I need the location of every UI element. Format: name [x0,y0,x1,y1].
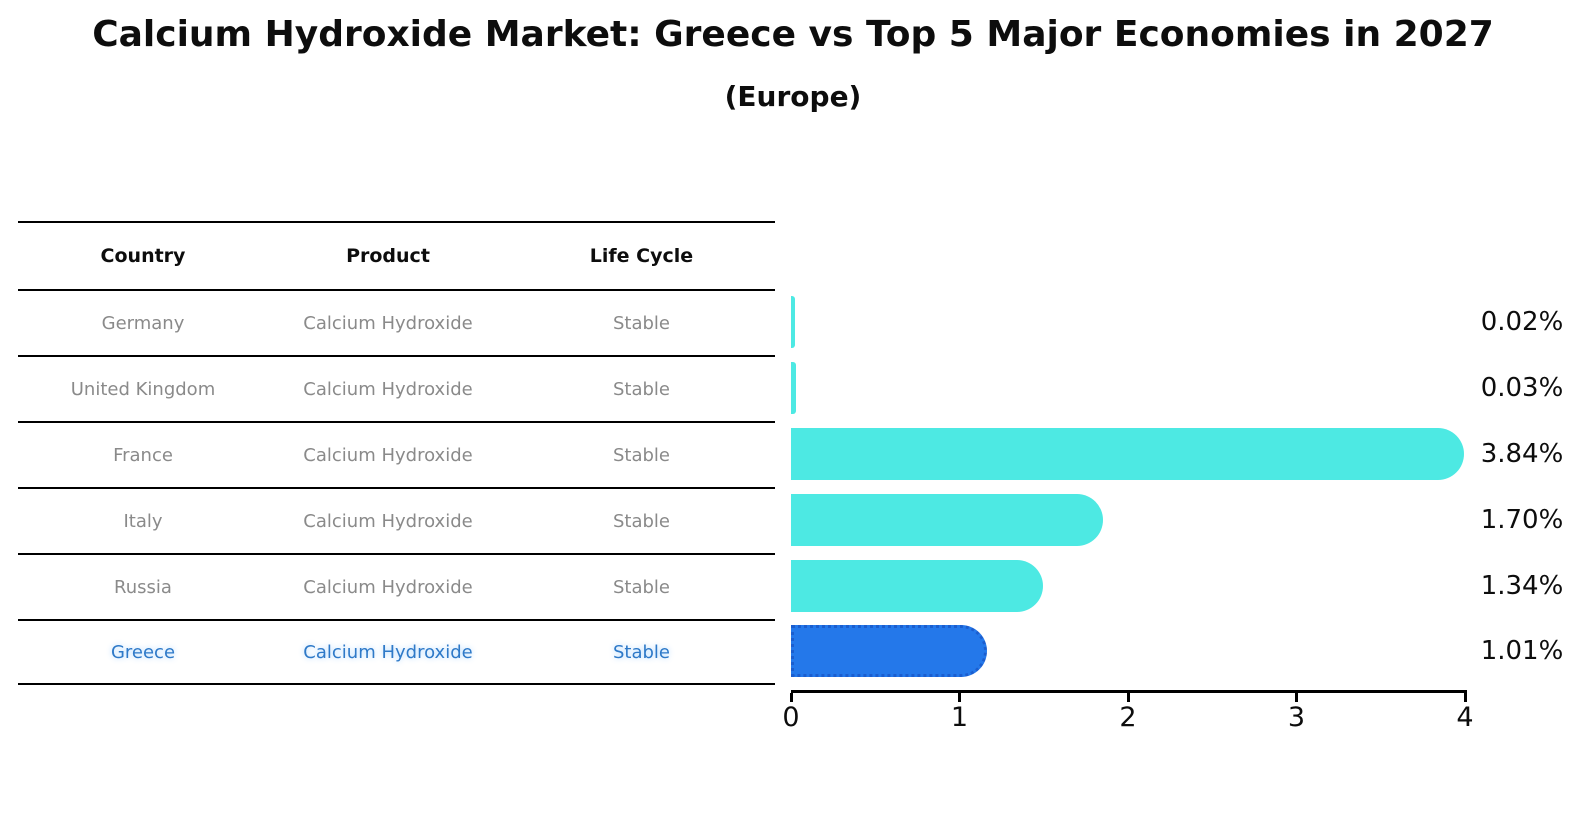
table-rule [18,221,775,223]
value-label: 1.34% [1480,571,1564,601]
cell-life-cycle: Stable [612,378,670,400]
table-rule [18,487,775,489]
cell-life-cycle: Stable [612,444,670,466]
table-rule [18,289,775,291]
cell-product: Calcium Hydroxide [303,576,473,598]
table-rule [18,421,775,423]
table-row: France Calcium Hydroxide Stable [18,423,775,487]
bar-france [791,428,1465,480]
x-axis-tick-label: 4 [1456,702,1474,733]
x-axis-tick-label: 2 [1119,702,1137,733]
x-axis-line [791,690,1467,693]
x-axis-tick-label: 3 [1287,702,1306,733]
table-rule [18,355,775,357]
value-label: 3.84% [1480,439,1564,469]
x-axis-tick-label: 0 [782,702,800,733]
table-rule [18,683,775,685]
x-axis-tick [1463,693,1467,702]
value-label: 0.03% [1480,373,1564,403]
x-axis-tick [1126,693,1130,702]
bar-italy [791,494,1104,546]
cell-life-cycle: Stable [612,641,670,663]
cell-product: Calcium Hydroxide [303,641,473,663]
cell-life-cycle: Stable [612,312,670,334]
cell-country: France [113,444,173,466]
column-header-product: Product [346,245,430,267]
table-rule [18,619,775,621]
table-row: United Kingdom Calcium Hydroxide Stable [18,357,775,421]
table-header-row: Country Product Life Cycle [18,223,775,289]
table-row: Italy Calcium Hydroxide Stable [18,489,775,553]
cell-product: Calcium Hydroxide [303,510,473,532]
bar-russia [791,560,1043,612]
chart-subtitle: (Europe) [724,80,862,113]
table-row: Russia Calcium Hydroxide Stable [18,555,775,619]
x-axis-tick [1295,693,1298,702]
column-header-life-cycle: Life Cycle [589,245,694,267]
x-axis-tick [958,693,961,702]
bar-germany [791,296,795,348]
cell-life-cycle: Stable [612,576,670,598]
bar-united-kingdom [791,362,797,414]
value-label: 0.02% [1480,307,1564,337]
value-label: 1.70% [1480,505,1564,535]
table-rule [18,553,775,555]
table-row-greece: Greece Calcium Hydroxide Stable [18,621,775,683]
chart-title: Calcium Hydroxide Market: Greece vs Top … [92,14,1494,55]
x-axis-tick [789,693,793,702]
cell-product: Calcium Hydroxide [303,444,473,466]
value-label: 1.01% [1480,636,1564,666]
cell-country: Russia [114,576,172,598]
cell-life-cycle: Stable [612,510,670,532]
cell-country: United Kingdom [70,378,216,400]
column-header-country: Country [100,245,186,267]
cell-country: Greece [110,641,176,663]
cell-country: Germany [101,312,185,334]
cell-country: Italy [123,510,163,532]
cell-product: Calcium Hydroxide [303,378,473,400]
cell-product: Calcium Hydroxide [303,312,473,334]
table-row: Germany Calcium Hydroxide Stable [18,291,775,355]
bar-greece [791,625,988,677]
x-axis-tick-label: 1 [950,702,969,733]
